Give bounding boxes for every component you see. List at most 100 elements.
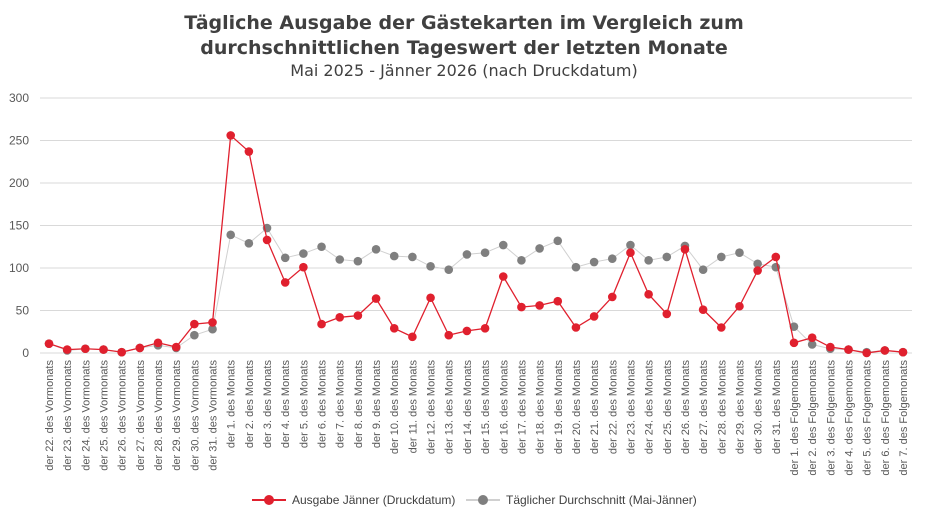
data-point (880, 346, 890, 355)
chart-subtitle: Mai 2025 - Jänner 2026 (nach Druckdatum) (290, 61, 638, 80)
y-tick-label: 200 (9, 176, 29, 190)
x-tick-label: der 2. des Monats (244, 360, 256, 449)
data-point (480, 248, 490, 257)
x-tick-label: der 22. des Monats (607, 360, 619, 455)
data-point (517, 302, 526, 312)
data-point (498, 240, 508, 250)
x-tick-label: der 29. des Vormonats (171, 360, 183, 471)
x-tick-label: der 26. des Monats (680, 360, 692, 455)
x-tick-label: der 30. des Vormonats (189, 360, 201, 471)
data-point (262, 235, 272, 245)
data-point (553, 296, 563, 306)
data-point (662, 309, 672, 319)
data-point (62, 345, 72, 354)
data-point (208, 324, 217, 334)
chart-title-line1: Tägliche Ausgabe der Gästekarten im Verg… (184, 12, 744, 34)
x-tick-label: der 5. des Folgemonats (862, 360, 874, 476)
data-point (371, 294, 381, 303)
x-tick-label: der 7. des Monats (335, 360, 347, 449)
data-point (226, 131, 236, 140)
data-point (353, 256, 363, 266)
data-point (535, 244, 544, 253)
y-tick-label: 0 (22, 346, 29, 360)
x-tick-label: der 25. des Monats (662, 360, 674, 455)
x-tick-label: der 12. des Monats (426, 360, 438, 455)
data-point (353, 311, 363, 320)
y-tick-label: 300 (9, 91, 29, 105)
data-point (371, 245, 381, 254)
data-point (607, 292, 617, 302)
x-tick-label: der 26. des Vormonats (117, 360, 129, 471)
data-point (208, 318, 217, 327)
x-tick-label: der 16. des Monats (498, 360, 510, 455)
x-tick-label: der 21. des Monats (589, 360, 601, 455)
data-point (408, 332, 417, 342)
legend-item-durchschnitt: Täglicher Durchschnitt (Mai-Jänner) (466, 493, 697, 507)
data-point (644, 256, 653, 265)
data-point (735, 301, 744, 311)
data-point (444, 265, 454, 275)
x-tick-label: der 15. des Monats (480, 360, 492, 455)
x-tick-label: der 14. des Monats (462, 360, 474, 455)
data-point (480, 324, 490, 333)
x-tick-label: der 10. des Monats (389, 360, 401, 455)
x-tick-label: der 31. des Monats (771, 360, 783, 455)
data-point (426, 262, 435, 271)
chart-title-line2: durchschnittlichen Tageswert der letzten… (200, 37, 728, 59)
y-tick-label: 100 (9, 261, 29, 275)
data-point (244, 147, 254, 156)
data-point (517, 256, 526, 265)
data-point (190, 330, 199, 340)
legend-label: Täglicher Durchschnitt (Mai-Jänner) (506, 493, 697, 507)
data-point (462, 326, 472, 336)
data-point (789, 322, 799, 331)
data-point (716, 323, 726, 332)
x-tick-label: der 3. des Folgemonats (825, 360, 837, 476)
data-point (135, 343, 145, 353)
data-point (389, 324, 399, 333)
data-point (626, 248, 635, 257)
data-point (317, 242, 326, 252)
data-point (444, 330, 454, 340)
data-point (335, 255, 345, 264)
x-tick-label: der 23. des Vormonats (62, 360, 74, 471)
data-point (244, 239, 254, 248)
x-tick-label: der 2. des Folgemonats (807, 360, 819, 476)
data-point (571, 262, 581, 272)
x-tick-label: der 22. des Vormonats (44, 360, 56, 471)
x-tick-label: der 5. des Monats (298, 360, 310, 449)
data-point (226, 230, 236, 240)
legend-item-jaenner: Ausgabe Jänner (Druckdatum) (252, 493, 455, 507)
x-tick-label: der 8. des Monats (353, 360, 365, 449)
data-point (716, 252, 726, 262)
data-point (589, 312, 599, 321)
data-point (753, 259, 762, 269)
x-tick-label: der 11. des Monats (407, 360, 419, 454)
x-tick-label: der 30. des Monats (753, 360, 765, 455)
data-point (426, 293, 435, 303)
data-point (662, 252, 672, 262)
data-point (680, 245, 690, 254)
data-point (844, 345, 853, 354)
data-point (99, 345, 108, 354)
data-point (389, 251, 399, 261)
legend-label: Ausgabe Jänner (Druckdatum) (292, 493, 456, 507)
data-point (753, 266, 762, 275)
x-tick-label: der 31. des Vormonats (208, 360, 220, 471)
x-tick-label: der 29. des Monats (734, 360, 746, 455)
data-point (299, 262, 308, 272)
data-point (171, 342, 181, 352)
data-point (898, 347, 908, 357)
x-tick-label: der 3. des Monats (262, 360, 274, 449)
x-tick-label: der 4. des Folgemonats (843, 360, 855, 476)
data-point (862, 348, 871, 358)
series-line (48, 134, 904, 354)
data-point (826, 342, 835, 352)
x-tick-label: der 6. des Monats (317, 360, 329, 449)
x-tick-label: der 20. des Monats (571, 360, 583, 455)
data-point (280, 253, 290, 263)
x-tick-label: der 18. des Monats (535, 360, 547, 455)
data-point (644, 290, 653, 299)
data-point (698, 305, 708, 314)
